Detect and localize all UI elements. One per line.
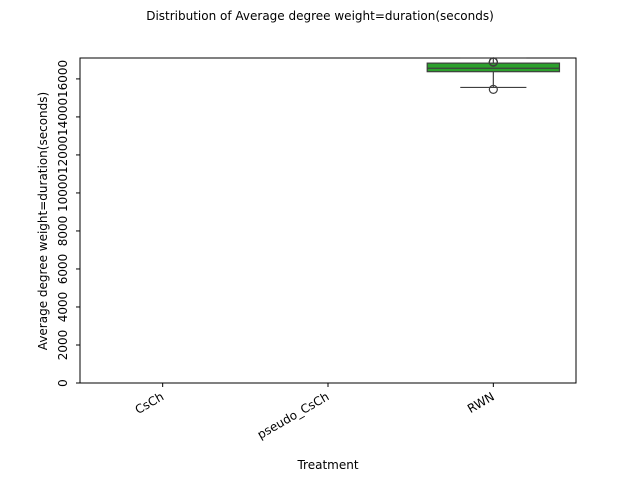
y-tick-label: 0 (56, 379, 70, 387)
x-axis: CsCh pseudo_CsCh RWN (133, 383, 497, 442)
y-tick-label: 6000 (56, 254, 70, 285)
y-axis-label: Average degree weight=duration(seconds) (36, 92, 50, 350)
x-tick-label: CsCh (133, 389, 167, 416)
chart-title: Distribution of Average degree weight=du… (146, 9, 494, 23)
y-tick-label: 12000 (56, 136, 70, 174)
x-axis-label: Treatment (296, 458, 358, 472)
y-tick-label: 14000 (56, 98, 70, 136)
plot-area (79, 57, 577, 384)
y-tick-label: 2000 (56, 330, 70, 361)
y-tick-label: 4000 (56, 292, 70, 323)
y-tick-label: 10000 (56, 174, 70, 212)
box-RWN (426, 57, 561, 94)
outlier-point (488, 57, 498, 67)
outlier-point (488, 84, 498, 94)
y-tick-label: 8000 (56, 216, 70, 247)
y-tick-label: 16000 (56, 60, 70, 98)
x-tick-label: pseudo_CsCh (255, 389, 332, 441)
box-iqr (426, 62, 561, 73)
box-series (426, 57, 561, 94)
x-tick-label: RWN (465, 389, 497, 415)
